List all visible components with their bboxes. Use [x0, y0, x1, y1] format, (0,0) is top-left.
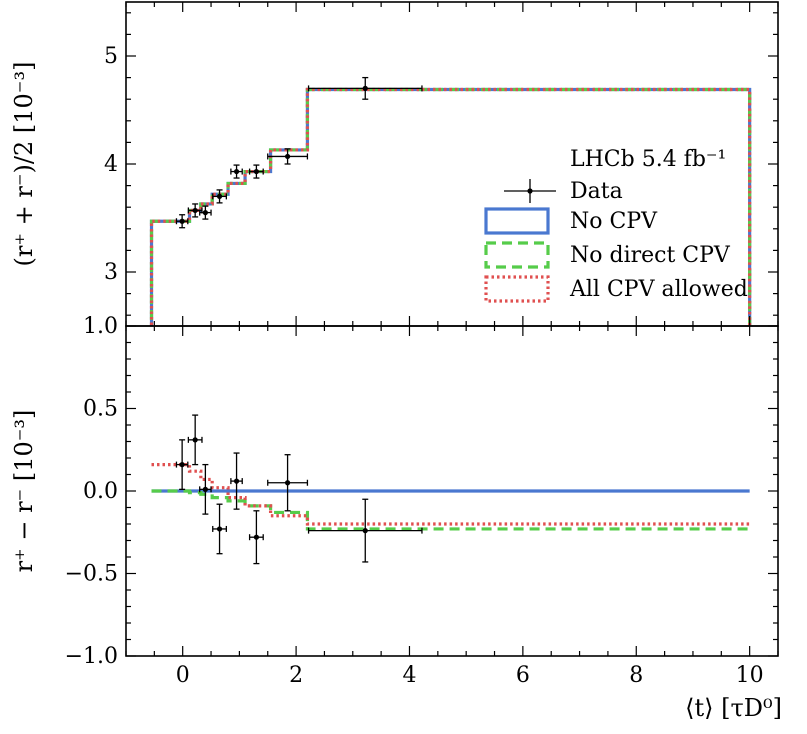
x-tick-label: 8 [629, 663, 643, 688]
data-point [230, 452, 243, 510]
data-marker [216, 193, 223, 199]
data-point [199, 205, 212, 220]
legend-swatch-no-cpv [484, 207, 550, 235]
data-marker [253, 168, 259, 175]
data-point [199, 463, 212, 515]
legend-title: LHCb 5.4 fb⁻¹ [570, 147, 726, 172]
y-axis-label: (r⁺ + r⁻)/2 [10⁻³] [10, 62, 38, 267]
data-point [307, 498, 423, 563]
legend-swatch-all-cpv-allowed [484, 275, 550, 303]
data-point [175, 439, 189, 491]
data-marker [284, 480, 291, 486]
data-marker [233, 478, 240, 484]
data-marker [233, 168, 240, 175]
data-marker [284, 153, 291, 160]
y-tick-label: −0.5 [65, 562, 118, 587]
data-point [175, 214, 189, 229]
bottom-panel: −1.0 −0.5 0.0 0.5 1.0 0 2 4 6 8 10 ⟨t⟩ [τD⁰] r⁺ − r⁻… [10, 314, 782, 722]
data-point [248, 510, 264, 565]
data-marker [202, 210, 208, 216]
y-tick-label: 0.5 [83, 397, 118, 422]
data-point [212, 189, 228, 204]
series-line-no-direct-cpv [151, 489, 750, 531]
legend-label-no-cpv: No CPV [570, 209, 658, 234]
data-marker [202, 486, 208, 492]
legend-label-all-cpv-allowed: All CPV allowed [569, 277, 748, 302]
y-tick-label: 3 [104, 260, 118, 285]
legend-swatch-no-direct-cpv [484, 241, 550, 269]
legend-data-marker [527, 188, 533, 194]
data-marker [253, 534, 259, 540]
data-point [187, 414, 203, 466]
x-tick-label: 6 [516, 663, 530, 688]
top-panel: 3 4 5 (r⁺ + r⁻)/2 [10⁻³] LHCb 5.4 fb⁻¹ Data No… [10, 1, 779, 327]
series-line-all-cpv-allowed [151, 463, 750, 526]
legend: LHCb 5.4 fb⁻¹ Data No CPV No direct CPV All … [484, 147, 748, 303]
data-marker [179, 218, 185, 224]
series-line-all-cpv-allowed [149, 87, 752, 326]
y-tick-label: −1.0 [65, 644, 118, 669]
data-point [267, 148, 309, 165]
data-point [230, 164, 243, 179]
y-tick-label: 5 [104, 44, 118, 69]
x-tick-label: 4 [402, 663, 416, 688]
data-point [307, 76, 423, 100]
data-marker [362, 528, 368, 534]
legend-label-data: Data [570, 179, 623, 204]
x-tick-label: 10 [736, 663, 764, 688]
plot-area [149, 76, 752, 326]
y-tick-label: 1.0 [83, 314, 118, 339]
data-point [212, 503, 228, 555]
x-tick-label: 0 [176, 663, 190, 688]
data-marker [216, 526, 223, 532]
legend-label-no-direct-cpv: No direct CPV [570, 243, 731, 268]
plot-area [151, 414, 750, 565]
x-tick-label: 2 [289, 663, 303, 688]
y-tick-label: 4 [104, 152, 118, 177]
data-marker [192, 207, 198, 214]
data-point [187, 203, 203, 218]
y-axis-label: r⁺ − r⁻ [10⁻³] [10, 410, 38, 573]
data-point [248, 164, 264, 179]
y-tick-label: 0.0 [83, 479, 118, 504]
data-point [267, 454, 309, 512]
data-marker [179, 462, 185, 468]
data-marker [362, 85, 368, 91]
x-axis-label: ⟨t⟩ [τD⁰] [685, 694, 782, 722]
data-marker [192, 437, 198, 443]
